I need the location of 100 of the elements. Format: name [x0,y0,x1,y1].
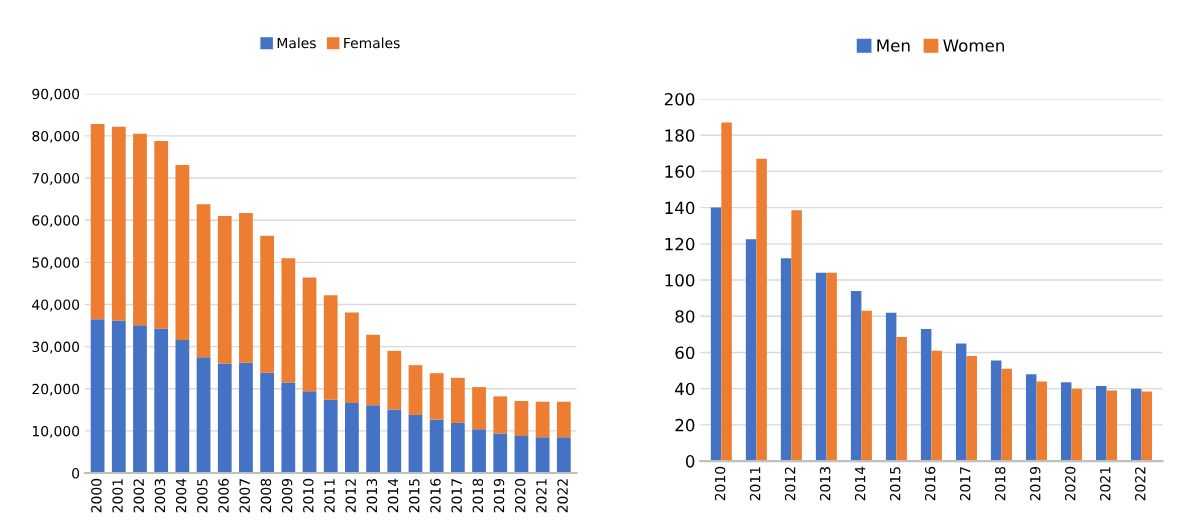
bar [1106,390,1117,462]
bar [429,373,444,420]
x-tick-label: 2012 [345,479,356,513]
x-tick-label: 2010 [303,478,314,513]
y-tick-label: 70,000 [32,173,80,185]
bar [1025,374,1037,462]
x-tick-label: 2017 [959,467,971,501]
x-tick-label: 2022 [1135,467,1146,501]
x-tick-label: 2020 [514,478,526,513]
y-tick-label: 60,000 [32,215,80,228]
x-tick-label: 2022 [557,479,568,513]
x-tick-label: 2011 [324,479,335,513]
bar [826,272,837,462]
bar [710,207,722,462]
x-tick-label: 2008 [260,478,272,513]
bar [175,165,190,340]
y-tick-label: 120 [665,237,695,251]
x-tick-label: 2009 [281,478,293,513]
y-tick-label: 30,000 [32,341,80,354]
bar [323,295,338,400]
bar [535,401,550,438]
bar [1095,385,1107,462]
bar [556,401,571,438]
bar [196,357,211,474]
legend-label: Women [943,39,1004,52]
y-tick-label: 40,000 [32,299,80,312]
y-tick-label: 160 [665,165,695,178]
x-tick-label: 2007 [239,479,250,513]
bar [217,216,232,364]
bar [780,258,792,462]
y-tick-label: 20,000 [32,383,80,396]
legend-label: Men [877,39,910,52]
bar [345,403,359,474]
x-tick-label: 2013 [819,467,831,501]
y-tick-label: 100 [665,274,695,287]
bar [493,396,508,434]
bar [1071,388,1082,462]
bar [154,328,169,474]
legend-label: Males [277,37,316,49]
y-tick-label: 20 [675,418,695,432]
x-tick-label: 2021 [1100,467,1111,501]
bar [745,239,757,462]
bar [815,272,827,462]
y-tick-label: 180 [665,129,695,142]
x-tick-label: 2018 [994,466,1006,501]
x-tick-label: 2011 [749,467,761,501]
bar [302,391,317,474]
legend-label: Females [344,37,400,49]
bar [239,362,253,474]
bar [1001,368,1012,462]
bar [535,437,550,474]
x-tick-label: 2015 [409,479,420,513]
x-tick-label: 2019 [493,478,505,513]
bar [472,429,486,474]
bar [302,277,317,392]
bar [1130,388,1142,462]
x-tick-label: 2001 [112,479,123,513]
x-tick-label: 2015 [889,467,901,501]
bar [260,235,275,373]
bar [387,409,402,474]
bar [514,401,529,436]
x-tick-label: 2017 [451,479,462,513]
y-tick-label: 80 [675,310,695,323]
bar [408,414,423,474]
y-tick-label: 60 [675,346,695,360]
x-tick-label: 2006 [218,478,229,513]
y-tick-label: 10,000 [32,425,80,438]
y-tick-label: 50,000 [32,257,80,270]
bar [133,325,147,474]
bar [756,158,767,462]
bar [260,372,275,474]
x-tick-label: 2000 [91,478,102,513]
x-tick-label: 2004 [175,478,187,513]
bar [514,435,529,474]
bar [429,419,444,474]
bar [90,319,105,474]
x-tick-label: 2016 [924,466,936,501]
y-tick-label: 200 [664,92,695,106]
bar [450,377,465,423]
bar [323,399,338,474]
bar [366,405,380,474]
y-tick-label: 80,000 [32,130,80,143]
bar [896,337,907,462]
x-tick-label: 2014 [854,466,866,501]
x-tick-label: 2019 [1029,466,1041,501]
bar [1036,381,1047,462]
bar [966,356,977,462]
y-tick-label: 0 [685,455,695,468]
x-tick-label: 2003 [154,479,166,513]
bar [885,312,897,462]
bar [493,433,508,474]
y-tick-label: 140 [665,201,695,215]
bar [472,387,486,430]
x-tick-label: 2021 [536,479,547,513]
bar [450,422,465,474]
bar [281,382,296,474]
x-tick-label: 2020 [1064,466,1076,501]
bar [556,437,571,474]
bar [850,290,862,462]
bar [111,320,126,474]
